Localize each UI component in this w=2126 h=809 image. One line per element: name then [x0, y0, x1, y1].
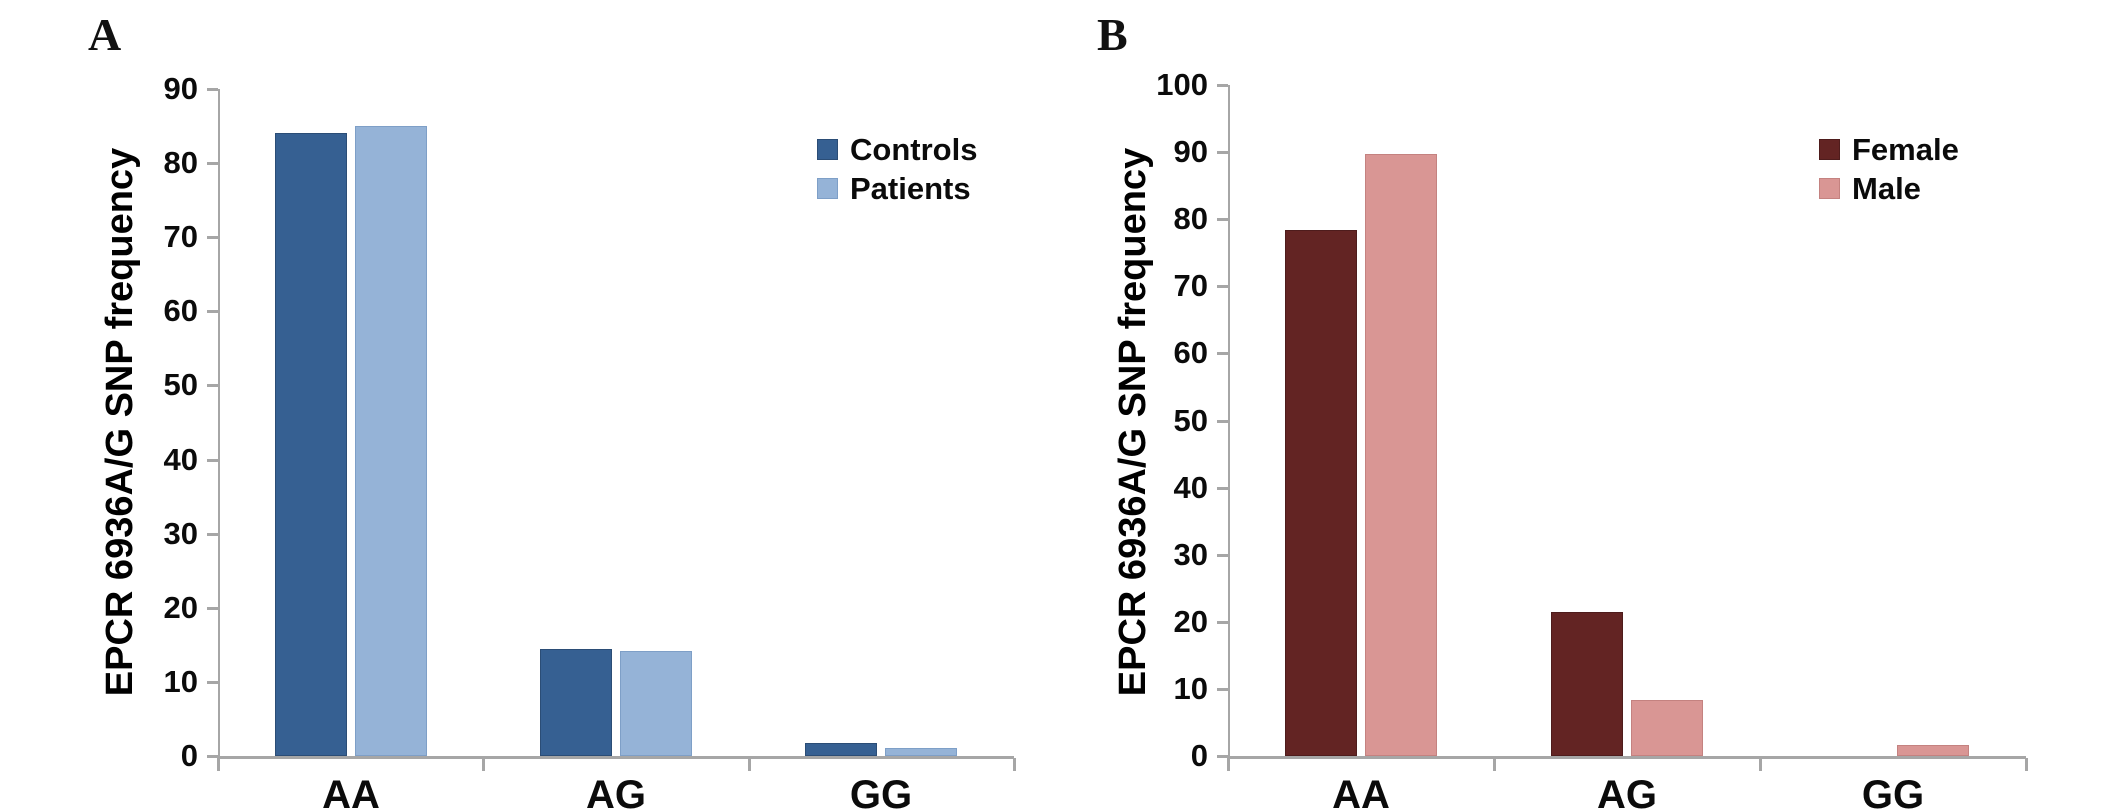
- y-tick: [1217, 285, 1228, 288]
- y-tick-label: 20: [1173, 604, 1208, 639]
- y-tick: [1217, 420, 1228, 423]
- y-tick: [207, 681, 218, 684]
- category-label-ag: AG: [1597, 773, 1657, 809]
- y-tick: [1217, 84, 1228, 87]
- bar-patients-gg: [885, 748, 957, 756]
- panel-b: B EPCR 6936A/G SNP frequency 0 10 20 30 40 50…: [1063, 0, 2126, 809]
- y-tick: [207, 88, 218, 91]
- y-tick: [207, 755, 218, 758]
- legend-label: Controls: [850, 132, 978, 167]
- y-tick: [1217, 688, 1228, 691]
- y-tick-label: 40: [1173, 470, 1208, 505]
- y-tick: [207, 310, 218, 313]
- x-boundary-tick: [1493, 758, 1496, 771]
- x-axis-line: [218, 756, 1014, 759]
- legend-label: Female: [1852, 132, 1959, 167]
- panel-letter-a: A: [88, 9, 122, 60]
- y-tick-label: 100: [1156, 67, 1208, 102]
- y-tick-label: 80: [1173, 201, 1208, 236]
- y-tick-label: 90: [1173, 134, 1208, 169]
- x-boundary-tick: [217, 758, 220, 771]
- bar-female-ag: [1551, 612, 1623, 756]
- y-tick-label: 50: [163, 367, 198, 402]
- x-axis-line: [1228, 756, 2026, 759]
- y-tick: [1217, 151, 1228, 154]
- category-label-gg: GG: [1861, 773, 1925, 809]
- y-tick-label: 80: [163, 145, 198, 180]
- y-tick: [1217, 554, 1228, 557]
- x-boundary-tick: [1227, 758, 1230, 771]
- y-tick: [1217, 621, 1228, 624]
- y-tick-label: 60: [1173, 335, 1208, 370]
- y-tick-label: 50: [1173, 403, 1208, 438]
- y-tick-label: 90: [163, 71, 198, 106]
- x-boundary-tick: [482, 758, 485, 771]
- y-tick-label: 60: [163, 293, 198, 328]
- y-axis-line: [218, 89, 220, 756]
- y-tick: [207, 236, 218, 239]
- y-tick-label: 0: [180, 738, 198, 773]
- y-tick-label: 30: [1173, 537, 1208, 572]
- y-tick-label: 30: [163, 516, 198, 551]
- y-axis-title: EPCR 6936A/G SNP frequency: [99, 147, 141, 697]
- legend-label: Male: [1852, 171, 1921, 206]
- y-tick-label: 20: [163, 590, 198, 625]
- bar-controls-gg: [805, 743, 877, 756]
- y-tick-label: 0: [1190, 738, 1208, 773]
- panel-a: A EPCR 6936A/G SNP frequency 0 10 20 30 40 50…: [88, 9, 1016, 809]
- panel-letter-b: B: [1097, 9, 1128, 60]
- y-tick: [207, 533, 218, 536]
- y-tick-label: 10: [163, 664, 198, 699]
- legend-swatch-male-icon: [1819, 178, 1840, 199]
- y-tick-label: 70: [1173, 268, 1208, 303]
- category-label-aa: AA: [1332, 773, 1390, 809]
- bar-controls-aa: [275, 133, 347, 756]
- y-tick: [1217, 352, 1228, 355]
- y-tick: [1217, 218, 1228, 221]
- y-tick: [1217, 755, 1228, 758]
- legend-swatch-female-icon: [1819, 139, 1840, 160]
- x-boundary-tick: [748, 758, 751, 771]
- y-tick: [207, 162, 218, 165]
- legend-swatch-controls-icon: [817, 139, 838, 160]
- category-label-aa: AA: [322, 773, 380, 809]
- legend-swatch-patients-icon: [817, 178, 838, 199]
- bar-patients-ag: [620, 651, 692, 756]
- bar-male-ag: [1631, 700, 1703, 756]
- x-boundary-tick: [1759, 758, 1762, 771]
- bar-patients-aa: [355, 126, 427, 756]
- y-tick: [207, 384, 218, 387]
- category-label-gg: GG: [849, 773, 913, 809]
- bar-male-aa: [1365, 154, 1437, 756]
- bar-male-gg: [1897, 745, 1969, 756]
- x-boundary-tick: [1013, 758, 1016, 771]
- category-label-ag: AG: [586, 773, 646, 809]
- bar-female-aa: [1285, 230, 1357, 756]
- y-tick-label: 10: [1173, 671, 1208, 706]
- y-tick-label: 70: [163, 219, 198, 254]
- y-tick: [207, 607, 218, 610]
- y-tick-label: 40: [163, 442, 198, 477]
- x-boundary-tick: [2025, 758, 2028, 771]
- y-tick: [207, 459, 218, 462]
- y-axis-line: [1228, 85, 1230, 756]
- y-tick: [1217, 487, 1228, 490]
- bar-controls-ag: [540, 649, 612, 756]
- legend-label: Patients: [850, 171, 971, 206]
